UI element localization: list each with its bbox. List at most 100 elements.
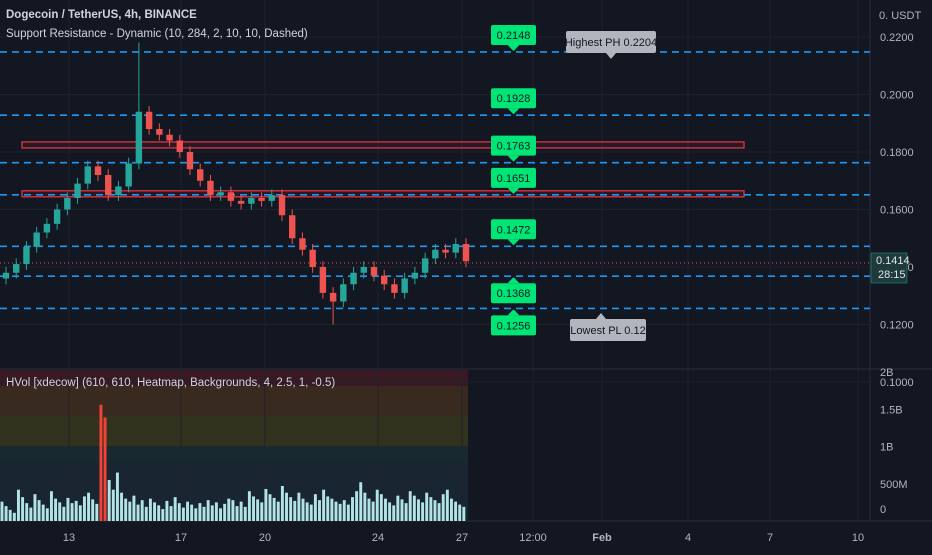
volume-bar[interactable] (33, 494, 37, 521)
candle-body[interactable] (125, 163, 132, 187)
volume-bar[interactable] (124, 498, 128, 521)
candle-body[interactable] (278, 195, 286, 216)
candle-body[interactable] (329, 292, 337, 302)
volume-bar[interactable] (91, 499, 95, 521)
volume-bar[interactable] (78, 505, 82, 521)
volume-bar[interactable] (313, 494, 317, 521)
volume-bar[interactable] (144, 506, 148, 521)
volume-bar[interactable] (458, 504, 462, 521)
pivot-annotation[interactable]: Lowest PL 0.12 (570, 313, 646, 341)
volume-bar[interactable] (210, 505, 214, 521)
candle-body[interactable] (289, 215, 296, 239)
candle-body[interactable] (186, 152, 194, 170)
volume-bar[interactable] (301, 498, 305, 521)
volume-bar[interactable] (103, 417, 107, 521)
volume-bar[interactable] (326, 496, 330, 521)
volume-bar[interactable] (186, 501, 189, 521)
volume-bar[interactable] (157, 505, 161, 521)
candle-body[interactable] (381, 275, 388, 285)
volume-bar[interactable] (214, 502, 218, 521)
volume-bar[interactable] (128, 501, 132, 521)
volume-bar[interactable] (95, 503, 99, 521)
volume-bar[interactable] (62, 506, 66, 521)
volume-bar[interactable] (445, 489, 449, 521)
volume-bar[interactable] (165, 500, 169, 521)
volume-bar[interactable] (384, 498, 387, 521)
candle-body[interactable] (176, 140, 183, 153)
volume-bar[interactable] (190, 504, 194, 521)
volume-bar[interactable] (305, 502, 309, 521)
volume-bar[interactable] (148, 498, 152, 521)
volume-bar[interactable] (429, 497, 433, 521)
candle-body[interactable] (268, 195, 275, 201)
volume-bar[interactable] (441, 494, 445, 521)
volume-bar[interactable] (404, 503, 408, 521)
volume-bar[interactable] (115, 472, 119, 521)
volume-bar[interactable] (276, 501, 280, 521)
volume-bar[interactable] (330, 498, 334, 521)
resistance-zone[interactable] (21, 190, 745, 198)
volume-bar[interactable] (206, 500, 210, 521)
volume-bar[interactable] (334, 501, 338, 521)
candle-body[interactable] (197, 169, 204, 181)
volume-bar[interactable] (8, 509, 12, 521)
volume-bar[interactable] (371, 501, 375, 521)
volume-bar[interactable] (462, 506, 466, 521)
level-badge[interactable]: 0.1928 (491, 88, 536, 115)
pivot-annotation[interactable]: Highest PH 0.2204 (565, 31, 657, 59)
volume-bar[interactable] (111, 489, 115, 521)
volume-bar[interactable] (74, 500, 78, 521)
volume-bar[interactable] (379, 494, 383, 521)
volume-bar[interactable] (0, 501, 4, 521)
volume-bar[interactable] (260, 502, 264, 521)
volume-bar[interactable] (194, 508, 198, 521)
candle-body[interactable] (53, 209, 61, 224)
volume-bar[interactable] (375, 489, 379, 521)
volume-bar[interactable] (198, 503, 202, 521)
volume-bar[interactable] (417, 499, 420, 521)
volume-bar[interactable] (66, 497, 70, 521)
volume-bar[interactable] (346, 504, 350, 521)
volume-bar[interactable] (367, 498, 371, 521)
candle-body[interactable] (145, 111, 153, 129)
volume-bar[interactable] (136, 504, 140, 521)
volume-bar[interactable] (227, 498, 231, 521)
volume-bar[interactable] (256, 499, 260, 521)
candle-body[interactable] (309, 249, 316, 267)
volume-bar[interactable] (153, 502, 157, 521)
candle-body[interactable] (462, 244, 470, 262)
volume-indicator-label[interactable]: HVol [xdecow] (610, 610, Heatmap, Backgr… (6, 377, 336, 389)
volume-bar[interactable] (359, 482, 363, 521)
level-badge[interactable]: 0.1256 (491, 309, 536, 336)
candle-body[interactable] (391, 284, 398, 293)
volume-bar[interactable] (342, 500, 346, 521)
candle-body[interactable] (370, 267, 378, 276)
volume-bar[interactable] (169, 506, 173, 521)
volume-bar[interactable] (181, 507, 185, 521)
level-badge[interactable]: 0.1763 (491, 135, 536, 162)
volume-bar[interactable] (450, 498, 453, 521)
candle-body[interactable] (115, 186, 122, 196)
volume-bar[interactable] (297, 492, 301, 521)
currency-label[interactable]: 0. USDT (879, 10, 921, 22)
volume-bar[interactable] (351, 497, 354, 521)
level-badge[interactable]: 0.1651 (491, 167, 536, 194)
candle-body[interactable] (360, 267, 367, 273)
volume-bar[interactable] (243, 506, 247, 521)
volume-bar[interactable] (285, 492, 288, 521)
volume-bar[interactable] (388, 502, 392, 521)
level-badge[interactable]: 0.2148 (491, 24, 536, 51)
volume-bar[interactable] (202, 506, 206, 521)
candle-body[interactable] (248, 198, 255, 204)
candle-body[interactable] (217, 192, 224, 196)
candle-body[interactable] (105, 175, 112, 196)
candle-body[interactable] (299, 238, 306, 250)
candle-body[interactable] (13, 264, 20, 273)
volume-bar[interactable] (280, 485, 284, 521)
candle-body[interactable] (135, 111, 143, 164)
volume-bar[interactable] (289, 497, 293, 521)
candle-body[interactable] (237, 200, 245, 204)
volume-bar[interactable] (400, 499, 404, 521)
volume-bar[interactable] (177, 503, 181, 521)
